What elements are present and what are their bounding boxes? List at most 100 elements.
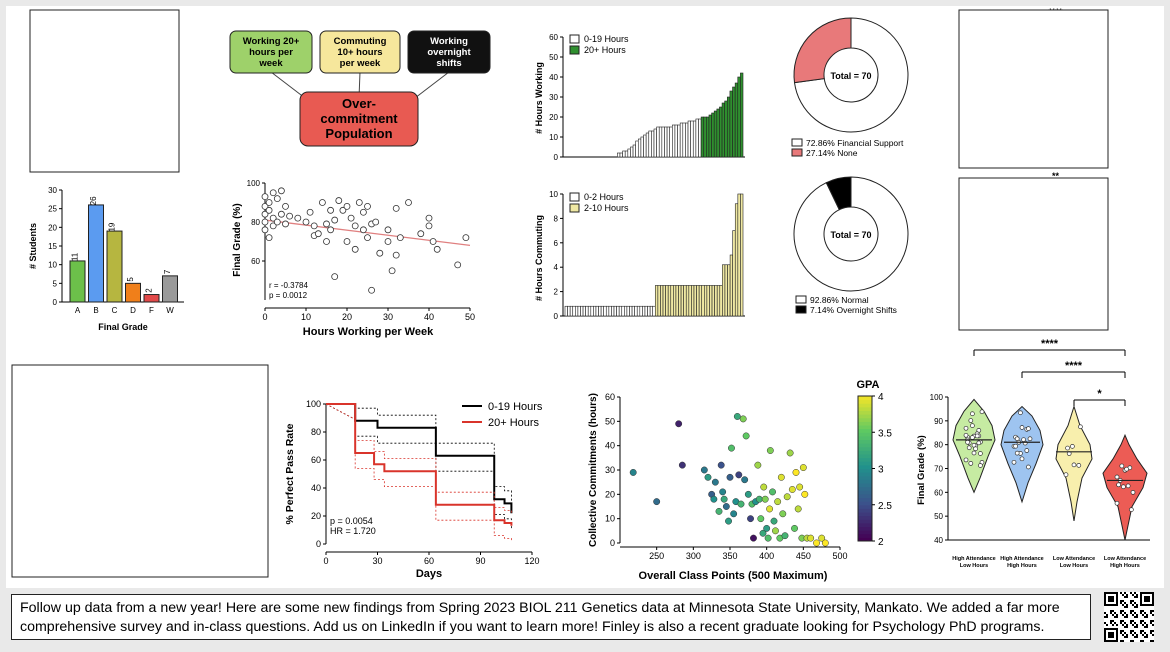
colorbar-segment bbox=[858, 410, 872, 415]
bar bbox=[698, 285, 703, 317]
qr-module bbox=[1122, 600, 1124, 602]
qr-module bbox=[1140, 632, 1142, 634]
data-point bbox=[433, 245, 441, 253]
data-point bbox=[779, 510, 787, 518]
bar bbox=[692, 120, 697, 158]
qr-module bbox=[1126, 606, 1128, 608]
data-point bbox=[425, 214, 433, 222]
bar bbox=[680, 285, 684, 317]
bar-value-label: 11 bbox=[71, 252, 80, 261]
colorbar-segment bbox=[858, 486, 872, 491]
group-label: Low Attendance bbox=[1104, 556, 1146, 562]
y-tick-label: 80 bbox=[934, 441, 943, 450]
bar bbox=[577, 305, 581, 317]
bar bbox=[572, 305, 576, 317]
y-axis-title: Final Grade (%) bbox=[916, 435, 927, 505]
qr-module bbox=[1142, 614, 1144, 616]
group-label: High Attendance bbox=[1000, 556, 1044, 562]
bar bbox=[630, 146, 634, 158]
qr-module bbox=[1132, 614, 1134, 616]
x-tick-label: A bbox=[75, 306, 81, 315]
data-point bbox=[265, 199, 273, 206]
pie-center-label: Total = 70 bbox=[830, 71, 871, 81]
data-point bbox=[675, 420, 683, 428]
y-tick-label: 10 bbox=[605, 514, 615, 524]
y-tick-label: 20 bbox=[48, 223, 57, 232]
qr-module bbox=[1126, 614, 1128, 616]
colorbar-tick-label: 2 bbox=[878, 537, 884, 548]
data-point bbox=[1071, 462, 1077, 468]
y-tick-label: 60 bbox=[605, 392, 615, 402]
data-point bbox=[777, 473, 785, 481]
data-point bbox=[963, 425, 969, 431]
data-point bbox=[796, 483, 804, 491]
data-point bbox=[770, 517, 778, 525]
qr-module bbox=[1142, 624, 1144, 626]
y-axis-title: # Hours Commuting bbox=[534, 215, 544, 301]
qr-module bbox=[1134, 616, 1136, 618]
group-label: High Hours bbox=[1110, 563, 1140, 569]
qr-finder-core bbox=[1108, 632, 1114, 638]
data-point bbox=[763, 524, 771, 532]
qr-module bbox=[1146, 626, 1148, 628]
y-tick-label: 50 bbox=[605, 416, 615, 426]
attendance_violin-frame bbox=[958, 9, 1109, 169]
y-tick-label: 60 bbox=[549, 33, 558, 42]
bar bbox=[711, 285, 715, 317]
bar bbox=[711, 112, 715, 158]
bar bbox=[682, 122, 686, 158]
diagram-box-label: shifts bbox=[436, 58, 461, 69]
qr-module bbox=[1106, 624, 1108, 626]
caption-text: Follow up data from a new year! Here are… bbox=[20, 600, 1060, 635]
data-point bbox=[462, 234, 470, 242]
y-tick-label: 80 bbox=[251, 218, 260, 227]
bar bbox=[716, 285, 721, 317]
significance-label: **** bbox=[1041, 338, 1059, 350]
y-tick-label: 30 bbox=[605, 465, 615, 475]
legend-label: 72.86% Financial Support bbox=[806, 138, 904, 148]
data-point bbox=[974, 433, 980, 439]
colorbar-segment bbox=[858, 522, 872, 527]
commitments-scatter-chart: 0 10 20 30 40 50 60 250 300 350 400 450 500 Collectiv… bbox=[588, 379, 892, 582]
caption-box: Follow up data from a new year! Here are… bbox=[11, 594, 1091, 640]
bar bbox=[587, 305, 592, 317]
data-point bbox=[269, 214, 277, 222]
bar bbox=[678, 285, 682, 317]
qr-module bbox=[1146, 614, 1148, 616]
qr-module bbox=[1104, 616, 1106, 618]
bar bbox=[714, 285, 718, 317]
y-tick-label: 20 bbox=[549, 113, 558, 122]
bar bbox=[648, 130, 652, 158]
data-point bbox=[335, 197, 343, 204]
y-tick-label: 100 bbox=[247, 179, 261, 188]
qr-module bbox=[1150, 632, 1152, 634]
bar bbox=[657, 285, 661, 317]
bar bbox=[654, 285, 659, 317]
data-point bbox=[963, 432, 969, 438]
data-point bbox=[968, 418, 974, 423]
bar bbox=[611, 305, 615, 317]
qr-module bbox=[1120, 592, 1122, 594]
bar bbox=[706, 285, 710, 317]
data-point bbox=[978, 463, 983, 468]
qr-module bbox=[1152, 640, 1154, 642]
data-point bbox=[761, 495, 769, 503]
x-tick-label: C bbox=[112, 306, 118, 315]
data-point bbox=[1011, 459, 1017, 465]
colorbar-segment bbox=[858, 508, 872, 513]
data-point bbox=[653, 498, 661, 506]
qr-module bbox=[1122, 640, 1124, 642]
bar bbox=[734, 203, 739, 317]
data-point bbox=[1121, 484, 1126, 490]
bar bbox=[687, 120, 691, 158]
data-point bbox=[425, 222, 433, 230]
data-point bbox=[405, 199, 412, 206]
qr-module bbox=[1150, 612, 1152, 614]
colorbar-segment bbox=[858, 443, 872, 448]
data-point bbox=[783, 493, 791, 501]
y-tick-label: 10 bbox=[48, 261, 57, 270]
qr-code-icon[interactable] bbox=[1104, 592, 1154, 642]
data-point bbox=[978, 451, 983, 456]
